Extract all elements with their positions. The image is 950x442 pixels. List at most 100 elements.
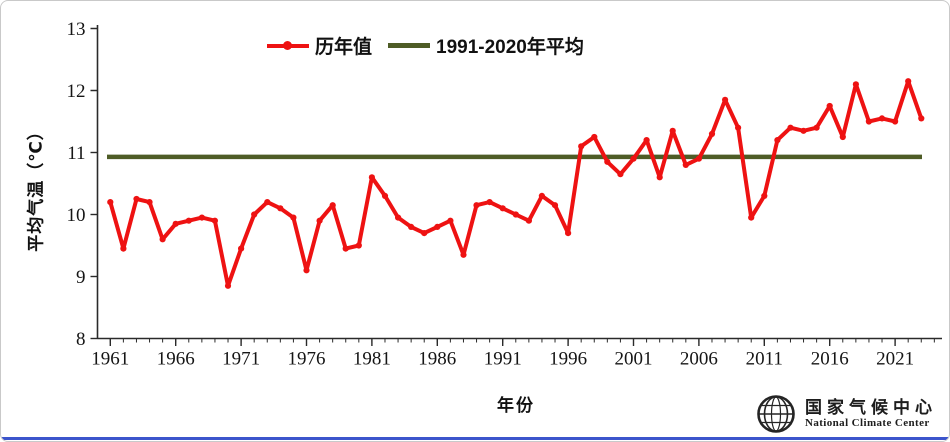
data-point-marker (434, 223, 441, 230)
data-point-marker (538, 192, 546, 199)
bottom-accent-bar (1, 437, 949, 440)
data-point-marker (512, 211, 519, 218)
data-point-marker (211, 217, 218, 224)
data-point-marker (368, 174, 375, 181)
data-point-marker (669, 127, 676, 134)
data-point-marker (852, 81, 860, 88)
data-point-marker (329, 202, 336, 209)
data-point-marker (578, 143, 585, 150)
y-tick-label: 10 (67, 205, 86, 226)
annual-line-sample-icon (267, 40, 309, 50)
data-point-marker (643, 137, 650, 144)
data-point-marker (421, 230, 428, 237)
data-point-marker (551, 202, 559, 209)
data-point-marker (774, 137, 781, 144)
x-tick-label: 2021 (876, 349, 914, 370)
annual-marker-dot-icon (283, 40, 292, 50)
x-tick-label: 1971 (222, 349, 260, 370)
data-point-marker (499, 205, 506, 212)
y-tick-label: 11 (67, 143, 85, 164)
data-point-marker (172, 220, 179, 227)
legend-label-average: 1991-2020年平均 (436, 37, 584, 58)
data-point-marker (591, 133, 598, 141)
x-tick-label: 1966 (157, 349, 195, 370)
y-tick-label: 13 (67, 19, 86, 40)
data-point-marker (342, 245, 349, 252)
data-point-marker (682, 161, 689, 168)
data-point-marker (120, 245, 127, 252)
legend-item-average: 1991-2020年平均 (388, 32, 584, 59)
data-point-marker (813, 124, 820, 131)
data-point-marker (878, 115, 886, 122)
data-point-marker (251, 211, 258, 218)
data-point-marker (630, 155, 637, 162)
annual-series-line (108, 79, 924, 288)
data-point-marker (565, 230, 572, 237)
data-point-marker (617, 171, 624, 178)
x-tick-label: 1981 (353, 349, 391, 370)
data-point-marker (722, 96, 729, 103)
data-point-marker (708, 130, 716, 137)
data-point-marker (395, 214, 402, 221)
data-point-marker (486, 199, 493, 206)
y-tick-label: 8 (76, 329, 86, 350)
data-point-marker (146, 199, 153, 206)
legend-item-annual: 历年值 (267, 32, 372, 59)
x-tick-label: 1991 (484, 349, 522, 370)
y-tick-label: 12 (67, 81, 86, 102)
x-tick-label: 1976 (288, 349, 326, 370)
data-point-marker (761, 192, 768, 199)
data-point-marker (839, 133, 846, 141)
data-point-marker (892, 118, 899, 125)
data-point-marker (381, 192, 389, 199)
data-point-marker (185, 217, 192, 224)
data-point-marker (264, 199, 271, 206)
data-point-marker (460, 251, 467, 258)
data-point-marker (748, 214, 755, 221)
data-point-marker (656, 174, 663, 181)
data-point-marker (224, 282, 232, 289)
data-point-marker (355, 242, 362, 249)
data-point-marker (107, 199, 114, 206)
data-point-marker (695, 155, 703, 162)
data-point-marker (826, 102, 833, 110)
average-line-sample-icon (388, 43, 431, 48)
data-point-marker (800, 127, 807, 134)
data-point-marker (918, 115, 925, 122)
data-point-marker (865, 118, 873, 125)
y-axis-title: 平均气温（℃） (26, 122, 46, 252)
data-point-marker (525, 217, 533, 224)
data-point-marker (447, 217, 454, 224)
x-tick-label: 2011 (746, 349, 783, 370)
globe-emblem-icon (757, 395, 795, 433)
data-point-marker (290, 214, 297, 221)
data-point-marker (159, 236, 166, 243)
data-point-marker (905, 78, 912, 85)
ncc-logo: 国家气候中心 National Climate Center (756, 394, 937, 434)
data-point-marker (133, 195, 140, 203)
data-point-marker (303, 267, 310, 274)
data-point-marker (316, 217, 323, 224)
legend-label-annual: 历年值 (315, 37, 373, 58)
data-point-marker (408, 223, 415, 230)
x-tick-label: 2001 (615, 349, 653, 370)
chart-legend: 历年值 1991-2020年平均 (267, 32, 584, 59)
logo-en-text: National Climate Center (805, 417, 930, 430)
data-point-marker (473, 202, 480, 209)
data-point-marker (787, 124, 794, 131)
y-tick-label: 9 (76, 267, 86, 288)
data-point-marker (604, 158, 611, 165)
data-point-marker (198, 214, 205, 221)
x-tick-label: 1961 (91, 349, 129, 370)
data-point-marker (277, 205, 284, 212)
x-axis-title: 年份 (497, 396, 535, 415)
x-tick-label: 1996 (549, 349, 587, 370)
logo-cn-text: 国家气候中心 (805, 397, 937, 417)
data-point-marker (238, 245, 245, 252)
x-tick-label: 1986 (418, 349, 456, 370)
data-point-marker (735, 124, 742, 131)
x-tick-label: 2006 (680, 349, 718, 370)
x-tick-label: 2016 (811, 349, 849, 370)
